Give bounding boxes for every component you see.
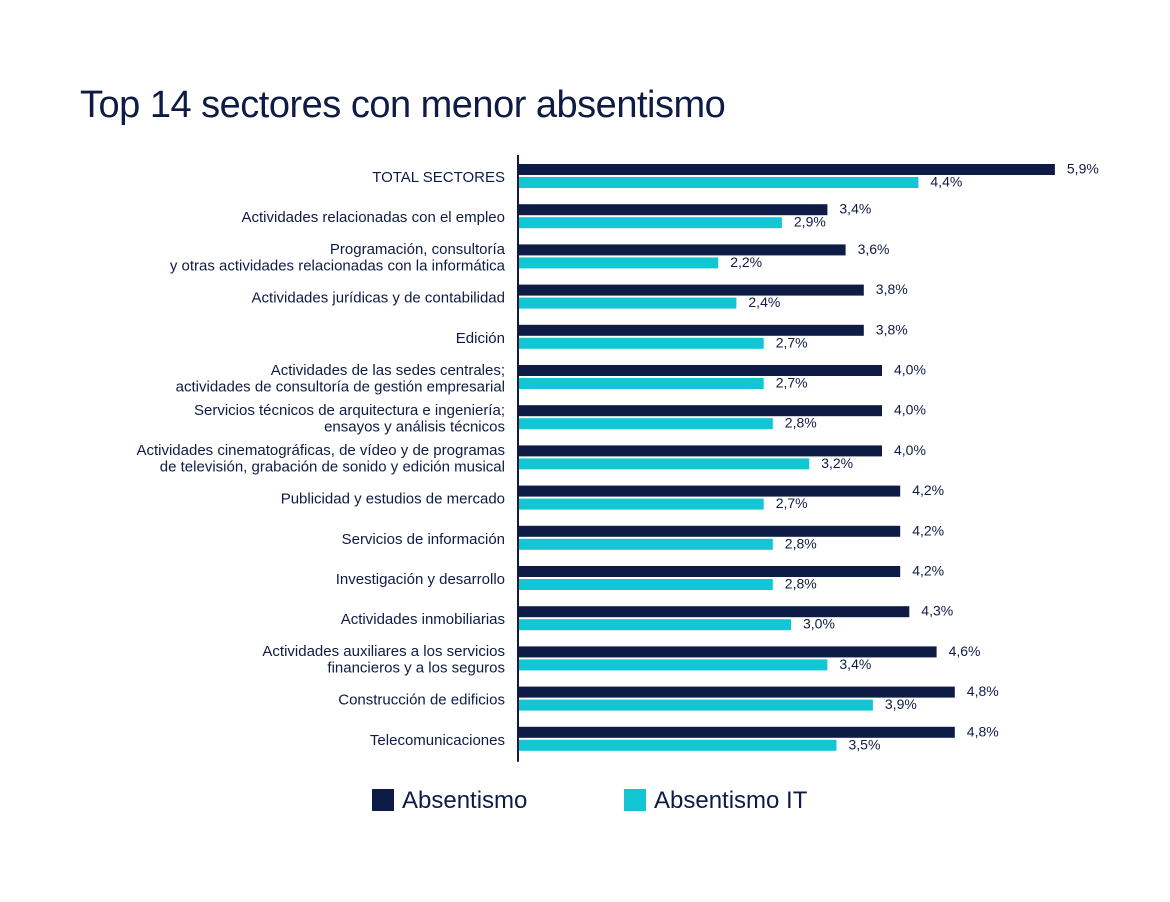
bar-absentismo-it [518, 619, 791, 631]
bar-absentismo-it [518, 538, 773, 550]
data-label: 2,7% [776, 375, 808, 391]
category-label: Construcción de edificios [338, 692, 505, 709]
bar-absentismo-it [518, 699, 873, 711]
bar-absentismo [518, 726, 955, 738]
data-label: 2,7% [776, 334, 808, 350]
data-label: 4,8% [967, 683, 999, 699]
bar-absentismo [518, 365, 882, 376]
bar-absentismo [518, 164, 1055, 175]
bar-absentismo-it [518, 337, 764, 349]
data-label: 5,9% [1067, 161, 1099, 177]
data-label: 2,8% [785, 576, 817, 592]
bar-absentismo-it [518, 659, 828, 671]
category-label: Actividades cinematográficas, de vídeo y… [136, 442, 505, 476]
category-label: Actividades relacionadas con el empleo [242, 209, 506, 226]
bar-absentismo [518, 445, 882, 457]
bar-absentismo-it [518, 297, 737, 309]
chart-title: Top 14 sectores con menor absentismo [80, 84, 726, 126]
data-label: 3,4% [839, 201, 871, 217]
data-label: 4,0% [894, 442, 926, 458]
bar-absentismo [518, 646, 937, 658]
bar-absentismo [518, 244, 846, 256]
bar-absentismo-it [518, 498, 764, 510]
bar-absentismo-it [518, 458, 810, 470]
data-label: 4,2% [912, 482, 944, 498]
data-label: 4,0% [894, 402, 926, 418]
data-label: 3,2% [821, 455, 853, 471]
bar-absentismo-it [518, 257, 719, 269]
category-label: Actividades jurídicas y de contabilidad [252, 290, 505, 307]
category-label: Investigación y desarrollo [336, 571, 505, 588]
bar-absentismo [518, 284, 864, 296]
legend-label: Absentismo [402, 787, 527, 814]
category-label: Publicidad y estudios de mercado [281, 491, 505, 508]
data-label: 3,4% [839, 656, 871, 672]
data-label: 2,4% [748, 294, 780, 310]
data-label: 4,0% [894, 362, 926, 378]
bar-absentismo-it [518, 418, 773, 430]
data-label: 4,4% [930, 174, 962, 190]
bar-absentismo [518, 324, 864, 336]
data-label: 2,7% [776, 495, 808, 511]
category-label: Servicios técnicos de arquitectura e ing… [194, 402, 505, 436]
data-label: 4,6% [949, 643, 981, 659]
bar-absentismo [518, 204, 828, 216]
data-label: 3,9% [885, 696, 917, 712]
category-label: Edición [456, 330, 505, 347]
data-label: 4,2% [912, 563, 944, 579]
data-label: 4,2% [912, 522, 944, 538]
bar-absentismo [518, 686, 955, 698]
data-label: 2,8% [785, 415, 817, 431]
data-label: 2,8% [785, 535, 817, 551]
data-label: 4,8% [967, 723, 999, 739]
bar-absentismo [518, 606, 910, 618]
bar-absentismo-it [518, 217, 782, 229]
legend-swatch [624, 789, 646, 811]
category-label: Servicios de información [342, 531, 505, 548]
legend-swatch [372, 789, 394, 811]
category-label: TOTAL SECTORES [372, 169, 505, 186]
category-label: Programación, consultoría y otras activid… [170, 241, 506, 275]
category-label: Actividades auxiliares a los servicios fi… [262, 643, 505, 677]
data-label: 3,8% [876, 321, 908, 337]
data-label: 3,6% [858, 241, 890, 257]
data-label: 3,8% [876, 281, 908, 297]
bar-absentismo-it [518, 739, 837, 751]
data-label: 2,2% [730, 254, 762, 270]
bar-absentismo [518, 485, 901, 497]
bar-absentismo [518, 525, 901, 537]
data-label: 2,9% [794, 214, 826, 230]
data-label: 4,3% [921, 603, 953, 619]
bar-absentismo-it [518, 177, 919, 188]
data-label: 3,5% [849, 736, 881, 752]
bar-absentismo-it [518, 378, 764, 389]
category-label: Actividades de las sedes centrales; activ… [176, 362, 505, 396]
legend-label: Absentismo IT [654, 787, 808, 814]
category-label: Telecomunicaciones [370, 732, 505, 749]
data-label: 3,0% [803, 616, 835, 632]
bar-absentismo-it [518, 579, 773, 590]
category-label: Actividades inmobiliarias [341, 611, 505, 628]
bar-absentismo [518, 405, 882, 417]
bar-absentismo [518, 566, 901, 577]
